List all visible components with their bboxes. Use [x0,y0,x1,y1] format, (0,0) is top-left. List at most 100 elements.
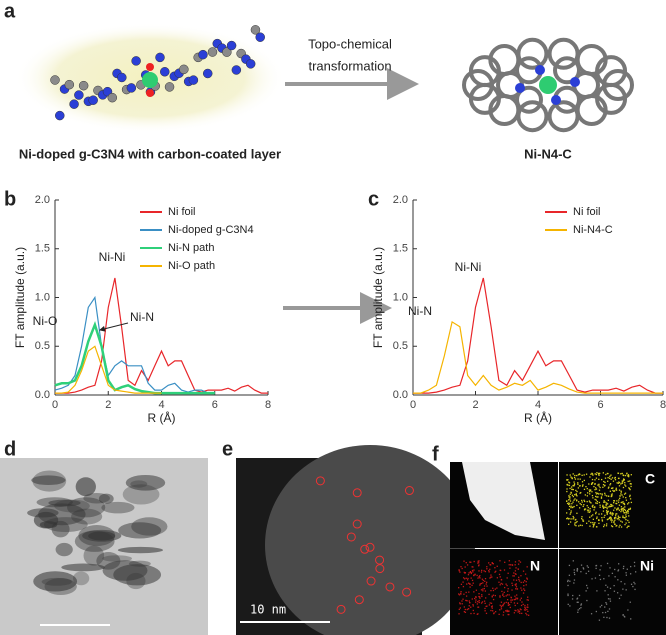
eds-dot [478,601,480,604]
eds-dot [500,601,503,603]
eds-dot [624,484,626,486]
eds-dot [472,566,474,568]
eds-dot [629,498,632,500]
eds-dot [572,495,574,498]
eds-dot [515,610,517,612]
eds-dot [569,503,571,505]
eds-dot [630,583,633,585]
eds-dot [618,563,620,565]
eds-dot [574,524,576,526]
eds-dot [629,495,631,498]
eds-dot [526,614,528,616]
eds-dot [627,475,629,477]
eds-dot [588,489,590,491]
eds-dot [499,595,501,597]
eds-dot [589,516,591,518]
eds-dot [517,563,520,565]
eds-dot [603,525,605,528]
particle [265,445,475,635]
eds-dot [527,606,529,608]
eds-dot [575,493,577,495]
x-tick-label: 2 [472,399,478,411]
y-axis-label: FT amplitude (a.u.) [371,247,385,348]
eds-dot [477,600,479,603]
eds-dot [514,584,516,586]
eds-dot [463,560,465,562]
eds-dot [583,504,585,506]
eds-dot [461,603,463,605]
eds-dot [620,508,622,511]
eds-dot [526,604,529,606]
x-tick-label: 8 [660,399,666,411]
eds-dot [622,486,625,489]
eds-dot [573,476,576,479]
eds-dot [590,515,593,517]
eds-dot [458,613,460,615]
caption: Ni-N4-C [524,146,572,161]
eds-dot [481,569,483,572]
eds-dot [607,518,609,520]
eds-dot [625,499,628,501]
flake [44,578,77,595]
eds-dot [468,591,470,593]
eds-dot [586,584,588,587]
eds-dot [624,523,626,526]
y-axis-label: FT amplitude (a.u.) [13,247,27,348]
eds-dot [622,496,624,498]
eds-dot [490,574,492,576]
eds-dot [613,584,615,587]
eds-dot [504,561,506,563]
eds-dot [463,606,466,608]
eds-dot [627,609,629,611]
single-atom [315,476,325,486]
eds-dot [508,560,510,562]
eds-dot [492,594,495,596]
eds-dot [603,578,605,580]
eds-dot [617,508,619,510]
eds-dot [618,481,620,483]
atom [131,56,141,66]
eds-dot [600,565,602,567]
eds-dot [622,515,624,517]
legend-label: Ni-O path [168,260,215,272]
eds-dot [581,524,583,527]
eds-dot [492,589,495,592]
eds-dot [499,609,501,611]
eds-dot [620,526,623,528]
eds-dot [607,510,609,512]
eds-dot [570,511,572,514]
eds-dot [476,574,478,577]
eds-dot [589,507,591,510]
atom [117,72,127,83]
eds-dot [583,488,586,490]
eds-dot [596,516,598,518]
eds-dot [580,607,582,609]
eds-dot [605,584,607,586]
eds-dot [592,526,594,528]
legend-label: Ni foil [573,206,601,218]
eds-dot [586,487,588,490]
eds-dot [590,521,592,524]
eds-dot [462,598,464,600]
eds-dot [573,481,575,483]
eds-dot [605,504,607,506]
eds-dot [617,507,619,509]
eds-dot [580,571,582,573]
y-tick-label: 2.0 [35,194,50,206]
eds-dot [620,473,622,475]
flake [75,477,96,497]
eds-dot [524,604,526,607]
eds-dot [567,579,569,582]
y-tick-label: 1.0 [35,291,50,303]
eds-dot [604,477,607,479]
eds-dot [598,478,600,481]
eds-dot [610,478,612,480]
eds-dot [526,608,528,611]
eds-dot [505,583,507,585]
eds-dot [608,575,610,577]
eds-dot [491,596,493,598]
eds-dot [461,567,463,570]
eds-dot [620,483,622,485]
eds-dot [621,501,623,503]
eds-dot [486,568,488,570]
